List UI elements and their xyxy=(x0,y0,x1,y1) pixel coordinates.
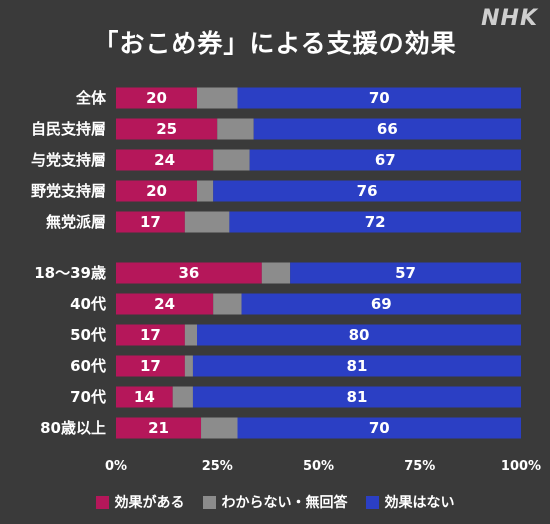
row-label-18-39: 18～39歳 xyxy=(34,264,106,282)
bar-opposition-unknown xyxy=(197,181,213,202)
data-label-60s-not-effective: 81 xyxy=(347,357,368,375)
legend-swatch-unknown xyxy=(203,496,216,509)
data-label-70s-not-effective: 81 xyxy=(347,388,368,406)
data-label-50s-effective: 17 xyxy=(140,326,161,344)
bar-ruling-unknown xyxy=(213,150,249,171)
legend-item-effective: 効果がある xyxy=(96,492,185,512)
data-label-18-39-effective: 36 xyxy=(178,264,199,282)
row-label-50s: 50代 xyxy=(70,326,106,344)
data-label-18-39-not-effective: 57 xyxy=(395,264,416,282)
data-label-independent-effective: 17 xyxy=(140,213,161,231)
x-tick-1: 25% xyxy=(202,459,233,474)
bar-80plus-unknown xyxy=(201,418,237,439)
x-tick-3: 75% xyxy=(404,459,435,474)
row-label-independent: 無党派層 xyxy=(46,213,106,231)
x-tick-4: 100% xyxy=(501,459,541,474)
x-tick-2: 50% xyxy=(303,459,334,474)
data-label-independent-not-effective: 72 xyxy=(365,213,386,231)
row-label-70s: 70代 xyxy=(70,388,106,406)
legend-item-unknown: わからない・無回答 xyxy=(203,492,348,512)
stacked-bar-chart: 全体 20 70 自民支持層 25 66 与党支持層 24 67 野党支持層 20 76 無党派層 17 7… xyxy=(0,0,550,490)
data-label-opposition-effective: 20 xyxy=(146,182,167,200)
row-label-80plus: 80歳以上 xyxy=(40,419,106,437)
data-label-ldp-not-effective: 66 xyxy=(377,120,398,138)
data-label-ruling-not-effective: 67 xyxy=(375,151,396,169)
legend-item-not-effective: 効果はない xyxy=(366,492,455,512)
bar-total-unknown xyxy=(197,88,238,109)
row-label-total: 全体 xyxy=(75,89,107,107)
bar-18-39-unknown xyxy=(262,263,290,284)
legend-label-unknown: わからない・無回答 xyxy=(222,492,348,512)
x-tick-0: 0% xyxy=(105,459,127,474)
row-label-ldp: 自民支持層 xyxy=(31,120,106,138)
data-label-80plus-not-effective: 70 xyxy=(369,419,390,437)
data-label-total-effective: 20 xyxy=(146,89,167,107)
row-label-opposition: 野党支持層 xyxy=(31,182,106,200)
data-label-ruling-effective: 24 xyxy=(154,151,175,169)
bar-60s-unknown xyxy=(185,356,193,377)
legend-label-effective: 効果がある xyxy=(115,492,185,512)
data-label-total-not-effective: 70 xyxy=(369,89,390,107)
data-label-40s-not-effective: 69 xyxy=(371,295,392,313)
legend-swatch-effective xyxy=(96,496,109,509)
data-label-70s-effective: 14 xyxy=(134,388,155,406)
legend-swatch-not-effective xyxy=(366,496,379,509)
row-label-ruling: 与党支持層 xyxy=(31,151,106,169)
legend: 効果がある わからない・無回答 効果はない xyxy=(0,492,550,512)
bar-40s-unknown xyxy=(213,294,241,315)
data-label-opposition-not-effective: 76 xyxy=(357,182,378,200)
legend-label-not-effective: 効果はない xyxy=(385,492,455,512)
bar-ldp-unknown xyxy=(217,119,253,140)
data-label-80plus-effective: 21 xyxy=(148,419,169,437)
bar-70s-unknown xyxy=(173,387,193,408)
row-label-60s: 60代 xyxy=(70,357,106,375)
bar-independent-unknown xyxy=(185,212,230,233)
bar-50s-unknown xyxy=(185,325,197,346)
data-label-ldp-effective: 25 xyxy=(156,120,177,138)
row-label-40s: 40代 xyxy=(70,295,106,313)
data-label-60s-effective: 17 xyxy=(140,357,161,375)
data-label-50s-not-effective: 80 xyxy=(349,326,370,344)
data-label-40s-effective: 24 xyxy=(154,295,175,313)
